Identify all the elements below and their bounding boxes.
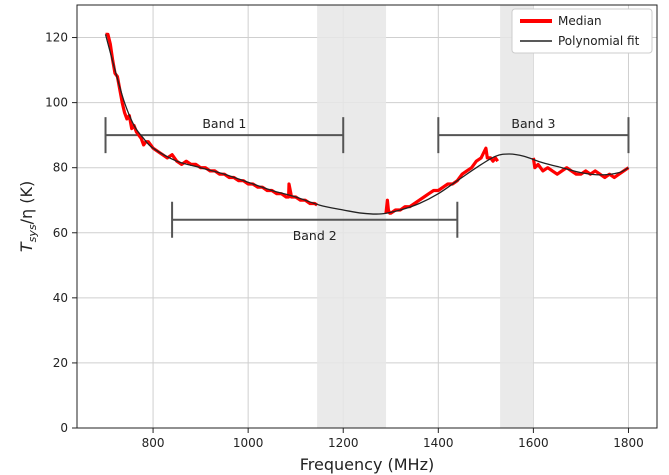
y-axis-label-main: T	[17, 241, 36, 252]
y-tick-label: 80	[53, 161, 68, 175]
y-tick-label: 120	[45, 31, 68, 45]
y-tick-label: 0	[60, 421, 68, 435]
y-tick-label: 40	[53, 291, 68, 305]
y-tick-label: 20	[53, 356, 68, 370]
tick-layer: 800 1000 1200 1400 1600 1800 0 20 40 60 80 100 120	[45, 31, 644, 450]
plot-frame	[76, 4, 658, 429]
legend-fit-label: Polynomial fit	[558, 34, 640, 48]
x-tick-label: 1600	[518, 436, 549, 450]
shaded-region	[317, 5, 387, 428]
y-axis-label-rest: /η (K)	[17, 181, 36, 225]
x-tick-label: 1800	[613, 436, 644, 450]
band-label: Band 1	[202, 116, 246, 131]
y-tick-label: 100	[45, 96, 68, 110]
median-series-line	[531, 157, 630, 180]
polynomial-fit-line	[104, 34, 629, 215]
shaded-regions	[317, 5, 534, 428]
shaded-region	[500, 5, 534, 428]
x-tick-label: 800	[142, 436, 165, 450]
x-tick-label: 1000	[233, 436, 264, 450]
x-tick-label: 1200	[328, 436, 359, 450]
x-axis-label: Frequency (MHz)	[300, 455, 434, 474]
legend-median-label: Median	[558, 14, 602, 28]
y-axis-label-sub: sys	[26, 224, 39, 242]
band-markers: Band 1 Band 2 Band 3	[104, 116, 630, 243]
median-series-line	[384, 146, 500, 215]
band-label: Band 3	[511, 116, 555, 131]
y-tick-label: 60	[53, 226, 68, 240]
band-label: Band 2	[293, 228, 337, 243]
series-layer	[104, 32, 630, 215]
x-tick-label: 1400	[423, 436, 454, 450]
y-axis-label: Tsys/η (K)	[17, 181, 39, 252]
legend: Median Polynomial fit	[511, 8, 653, 54]
